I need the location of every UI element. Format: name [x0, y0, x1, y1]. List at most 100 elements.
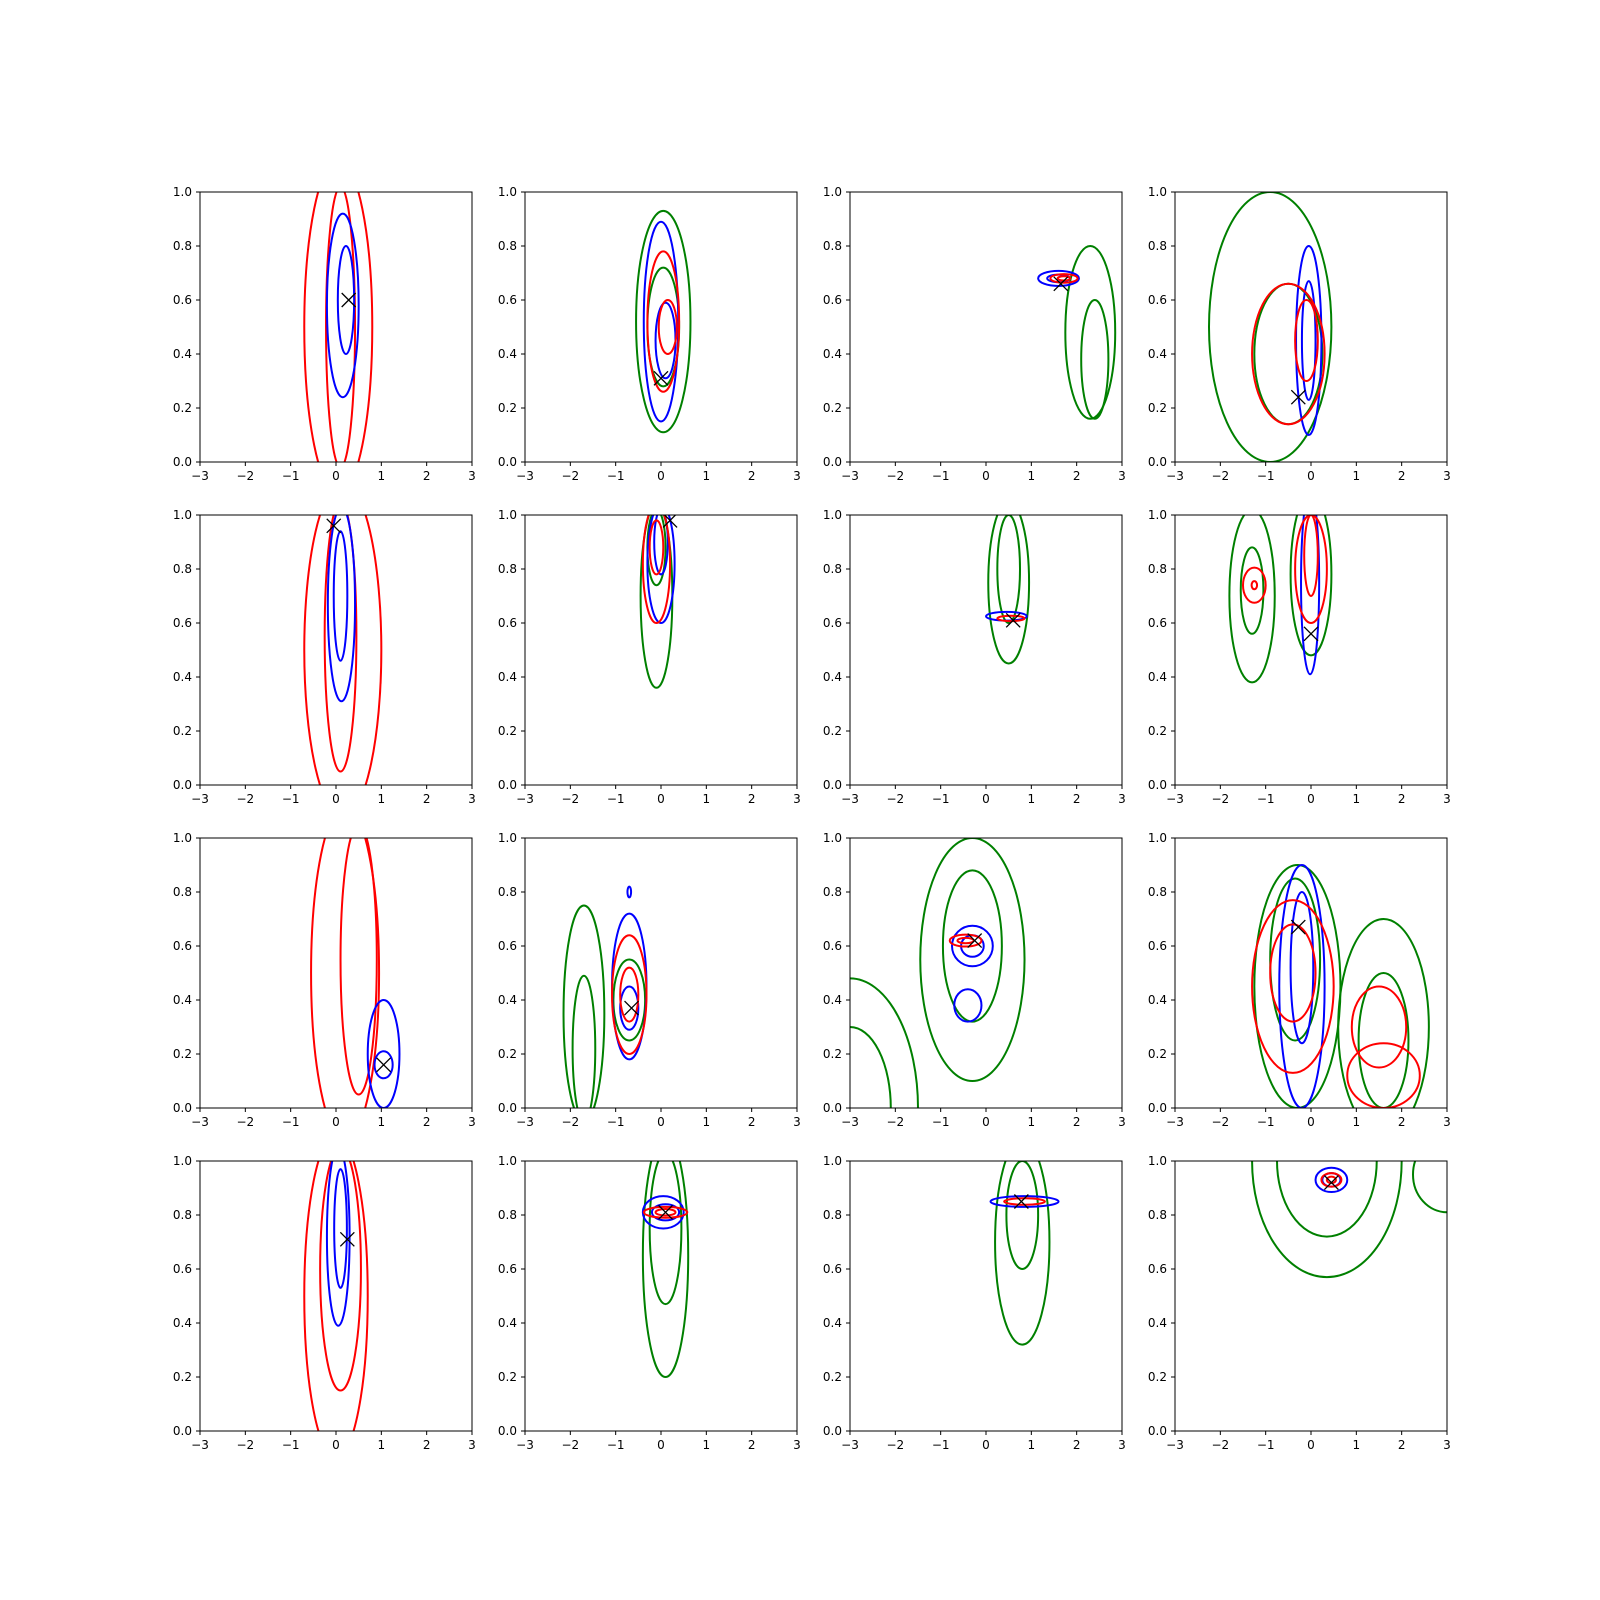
- x-tick-label: −2: [561, 469, 579, 483]
- red-contour-1: [1251, 282, 1326, 426]
- x-marker: [1323, 1175, 1339, 1191]
- subplot-1-1: −3 −2 −1 0 1 2 3 0.0 0.2 0.4 0.6 0.8 1.0: [173, 185, 476, 483]
- y-tick-label: 0.8: [1148, 562, 1167, 576]
- x-tick-label: −2: [236, 469, 254, 483]
- x-tick-label: −1: [282, 792, 300, 806]
- red-contour-4: [1303, 515, 1319, 597]
- y-tick-label: 0.6: [173, 1262, 192, 1276]
- x-tick-label: 0: [982, 469, 990, 483]
- subplot-2-3: −3 −2 −1 0 1 2 3 0.0 0.2 0.4 0.6 0.8 1.0: [823, 508, 1126, 806]
- y-tick-label: 0.4: [823, 670, 842, 684]
- y-tick-label: 0.6: [823, 293, 842, 307]
- x-tick-label: 2: [1398, 1115, 1406, 1129]
- x-tick-label: −3: [841, 1115, 859, 1129]
- red-contour-1: [303, 515, 383, 785]
- green-contour-3: [1239, 546, 1265, 635]
- x-tick-label: 0: [657, 792, 665, 806]
- x-tick-label: 3: [793, 792, 801, 806]
- x-marker: [341, 292, 357, 308]
- y-tick-label: 1.0: [823, 185, 842, 199]
- x-tick-label: 0: [332, 469, 340, 483]
- y-tick-label: 1.0: [173, 185, 192, 199]
- green-contour-1: [987, 515, 1031, 665]
- x-tick-label: 3: [793, 469, 801, 483]
- x-marker: [1013, 1194, 1029, 1209]
- y-tick-label: 1.0: [1148, 831, 1167, 845]
- y-tick-label: 0.8: [1148, 1208, 1167, 1222]
- y-tick-label: 0.6: [1148, 616, 1167, 630]
- red-contour-1: [646, 250, 681, 393]
- x-tick-label: 2: [748, 792, 756, 806]
- y-tick-label: 0.6: [1148, 939, 1167, 953]
- y-tick-label: 0.2: [1148, 724, 1167, 738]
- x-tick-label: 2: [748, 469, 756, 483]
- y-tick-label: 0.4: [823, 993, 842, 1007]
- y-tick-label: 0.4: [1148, 1316, 1167, 1330]
- subplot-1-2: −3 −2 −1 0 1 2 3 0.0 0.2 0.4 0.6 0.8 1.0: [498, 185, 801, 483]
- y-tick-label: 0.0: [498, 778, 517, 792]
- x-tick-label: −2: [561, 792, 579, 806]
- red-contour-1: [1320, 1172, 1343, 1188]
- plot-area: [1251, 864, 1430, 1108]
- y-tick-label: 0.6: [173, 939, 192, 953]
- x-tick-label: −2: [886, 469, 904, 483]
- x-tick-label: 0: [332, 1438, 340, 1452]
- y-tick-label: 0.6: [173, 616, 192, 630]
- x-tick-label: 3: [793, 1115, 801, 1129]
- x-marker: [339, 1231, 355, 1247]
- blue-contour-2: [332, 530, 349, 662]
- x-tick-label: 2: [1073, 792, 1081, 806]
- x-tick-label: −3: [1166, 1438, 1184, 1452]
- red-contour-2: [323, 515, 358, 773]
- red-contour-2: [1269, 923, 1317, 1023]
- red-contour-1: [310, 838, 381, 1108]
- x-tick-label: −3: [516, 1115, 534, 1129]
- y-tick-label: 1.0: [173, 1154, 192, 1168]
- x-tick-label: −3: [191, 469, 209, 483]
- y-tick-label: 0.2: [823, 401, 842, 415]
- x-tick-label: −3: [516, 469, 534, 483]
- subplot-grid: −3 −2 −1 0 1 2 3 0.0 0.2 0.4 0.6 0.8 1.0 −3 −2 −1 0 1 2 3 0.…: [173, 185, 1451, 1452]
- y-tick-label: 0.4: [173, 1316, 192, 1330]
- y-tick-label: 0.2: [1148, 401, 1167, 415]
- red-contour-1: [996, 614, 1026, 623]
- blue-contour-3: [626, 885, 633, 899]
- red-contour-1: [303, 192, 374, 462]
- subplot-3-1: −3 −2 −1 0 1 2 3 0.0 0.2 0.4 0.6 0.8 1.0: [173, 831, 476, 1129]
- subplot-2-1: −3 −2 −1 0 1 2 3 0.0 0.2 0.4 0.6 0.8 1.0: [173, 508, 476, 806]
- blue-contour-3: [953, 988, 983, 1023]
- green-contour-2: [996, 515, 1021, 624]
- y-tick-label: 0.4: [173, 993, 192, 1007]
- x-tick-label: −1: [932, 469, 950, 483]
- y-tick-label: 1.0: [498, 831, 517, 845]
- y-tick-label: 0.8: [173, 1208, 192, 1222]
- x-tick-label: 0: [657, 1115, 665, 1129]
- y-tick-label: 0.2: [823, 724, 842, 738]
- x-tick-label: 3: [468, 792, 476, 806]
- x-tick-label: 1: [1353, 1115, 1361, 1129]
- x-tick-label: 1: [378, 469, 386, 483]
- x-tick-label: 1: [378, 1115, 386, 1129]
- x-tick-label: 1: [703, 1115, 711, 1129]
- green-contour-1: [1208, 192, 1333, 462]
- x-tick-label: −3: [191, 792, 209, 806]
- x-tick-label: −1: [1257, 1438, 1275, 1452]
- red-contour-3: [1294, 515, 1328, 624]
- blue-contour-1: [325, 212, 360, 399]
- y-tick-label: 0.2: [1148, 1047, 1167, 1061]
- red-contour-1: [1251, 899, 1335, 1074]
- plot-area: [562, 885, 648, 1108]
- red-contour-1: [948, 933, 983, 948]
- y-tick-label: 0.6: [823, 1262, 842, 1276]
- y-tick-label: 0.0: [823, 455, 842, 469]
- x-tick-label: 3: [468, 1115, 476, 1129]
- blue-contour-2: [619, 985, 640, 1031]
- y-tick-label: 1.0: [498, 185, 517, 199]
- x-tick-label: 3: [468, 1438, 476, 1452]
- y-tick-label: 0.6: [823, 616, 842, 630]
- x-tick-label: 0: [1307, 1438, 1315, 1452]
- x-tick-label: 0: [657, 469, 665, 483]
- x-tick-label: −3: [191, 1438, 209, 1452]
- y-tick-label: 0.2: [498, 1370, 517, 1384]
- x-tick-label: 0: [1307, 1115, 1315, 1129]
